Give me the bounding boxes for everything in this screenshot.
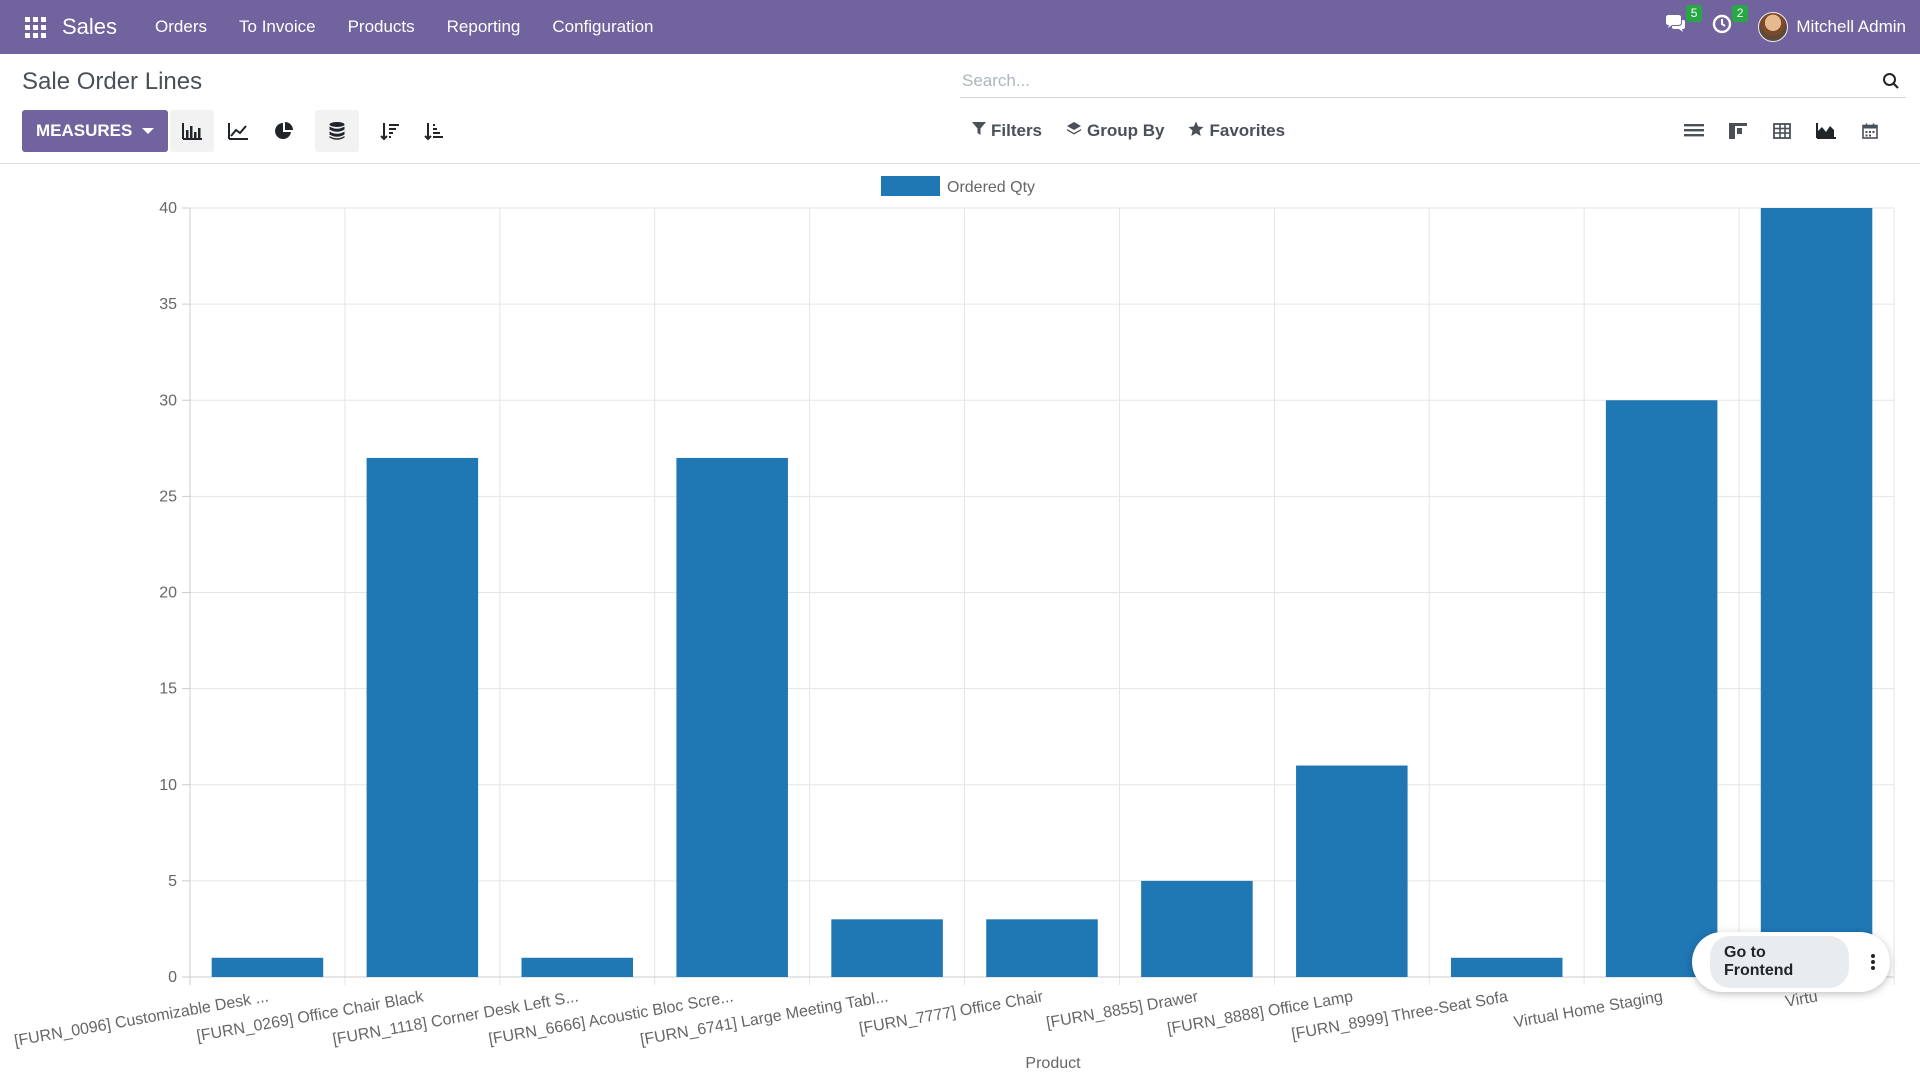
bar[interactable]: [211, 957, 324, 977]
line-chart-button[interactable]: [216, 110, 260, 152]
go-to-frontend-button[interactable]: Go to Frontend: [1710, 936, 1850, 988]
control-panel: Sale Order Lines MEASURES Filters: [0, 54, 1920, 164]
measures-button[interactable]: MEASURES: [22, 110, 169, 152]
calendar-view-button[interactable]: [1848, 110, 1892, 152]
filter-icon: [972, 122, 986, 140]
y-tick-label: 0: [168, 969, 177, 986]
measures-label: MEASURES: [36, 121, 133, 140]
menu-products[interactable]: Products: [347, 17, 415, 36]
pie-chart-icon: [275, 122, 293, 139]
x-tick-label: Virtu: [1784, 988, 1819, 1010]
y-tick-label: 40: [159, 200, 177, 217]
y-tick-label: 5: [168, 873, 177, 890]
y-tick-label: 30: [159, 392, 177, 409]
bar-chart-icon: [182, 123, 202, 140]
menu-to-invoice[interactable]: To Invoice: [239, 17, 316, 36]
group-by-button[interactable]: Group By: [1066, 121, 1164, 141]
y-tick-label: 20: [159, 585, 177, 602]
table-icon: [1773, 123, 1791, 139]
bar[interactable]: [1605, 400, 1718, 977]
layers-icon: [1066, 121, 1082, 141]
filters-label: Filters: [991, 121, 1043, 140]
top-navbar: Sales Orders To Invoice Products Reporti…: [0, 0, 1920, 54]
graph-view-button[interactable]: [1804, 110, 1848, 152]
filters-button[interactable]: Filters: [972, 121, 1042, 141]
bar[interactable]: [366, 457, 479, 977]
bar[interactable]: [986, 919, 1098, 977]
user-name[interactable]: Mitchell Admin: [1796, 17, 1906, 36]
messages-button[interactable]: 5: [1664, 5, 1703, 40]
more-options-icon[interactable]: [1855, 944, 1890, 980]
activities-button[interactable]: 2: [1712, 5, 1749, 40]
sort-ascending-icon: [424, 123, 443, 141]
list-view-button[interactable]: [1672, 110, 1716, 152]
bar[interactable]: [831, 919, 943, 977]
bar-chart: 0 5 10 15 20 25 30 35 40 [FURN_0096] Customizable…: [13, 176, 1895, 1072]
activities-count-badge: 2: [1731, 5, 1749, 22]
menu-reporting[interactable]: Reporting: [446, 17, 521, 36]
bar[interactable]: [521, 957, 634, 977]
y-tick-label: 10: [159, 777, 177, 794]
y-tick-label: 25: [159, 488, 177, 505]
bar[interactable]: [1760, 208, 1873, 977]
stacked-button[interactable]: [315, 110, 359, 152]
view-switcher: [1672, 110, 1892, 152]
floating-actions: Go to Frontend: [1692, 932, 1890, 992]
y-tick-label: 35: [159, 296, 177, 313]
pivot-view-button[interactable]: [1760, 110, 1804, 152]
chat-icon: [1666, 15, 1686, 32]
line-chart-icon: [228, 123, 248, 140]
group-by-label: Group By: [1087, 121, 1165, 140]
bar[interactable]: [1141, 880, 1253, 977]
legend-swatch: [881, 176, 940, 196]
bar[interactable]: [676, 457, 788, 977]
bar[interactable]: [1296, 765, 1408, 977]
messages-count-badge: 5: [1685, 5, 1703, 22]
x-axis-title: Product: [1025, 1055, 1081, 1072]
graph-view: 0 5 10 15 20 25 30 35 40 [FURN_0096] Customizable…: [0, 165, 1920, 1080]
clock-icon: [1713, 14, 1732, 34]
app-menu-icon[interactable]: [8, 0, 62, 54]
kanban-icon: [1729, 123, 1747, 139]
app-name[interactable]: Sales: [62, 14, 118, 39]
pie-chart-button[interactable]: [262, 110, 306, 152]
menu-orders[interactable]: Orders: [155, 17, 208, 36]
search-bar: [960, 64, 1906, 98]
x-tick-label: [FURN_0096] Customizable Desk ...: [13, 988, 270, 1050]
search-options: Filters Group By Favorites: [972, 110, 1309, 152]
star-icon: [1188, 121, 1204, 141]
x-tick-label: Virtual Home Staging: [1513, 988, 1665, 1031]
list-icon: [1684, 124, 1704, 137]
sort-descending-icon: [380, 123, 399, 141]
favorites-label: Favorites: [1209, 121, 1286, 140]
sort-ascending-button[interactable]: [412, 110, 456, 152]
calendar-icon: [1862, 123, 1878, 139]
user-avatar[interactable]: [1758, 12, 1789, 42]
page-title: Sale Order Lines: [22, 68, 203, 95]
caret-down-icon: [142, 128, 155, 134]
search-input[interactable]: [960, 70, 1876, 91]
menu-configuration[interactable]: Configuration: [552, 17, 654, 36]
kanban-view-button[interactable]: [1716, 110, 1760, 152]
bar-chart-button[interactable]: [170, 110, 214, 152]
y-tick-label: 15: [159, 681, 177, 698]
database-icon: [329, 122, 345, 140]
sort-descending-button[interactable]: [368, 110, 412, 152]
bar[interactable]: [1450, 957, 1563, 977]
favorites-button[interactable]: Favorites: [1188, 121, 1285, 141]
legend-label[interactable]: Ordered Qty: [947, 179, 1035, 196]
area-chart-icon: [1816, 123, 1836, 139]
search-icon[interactable]: [1876, 66, 1906, 96]
